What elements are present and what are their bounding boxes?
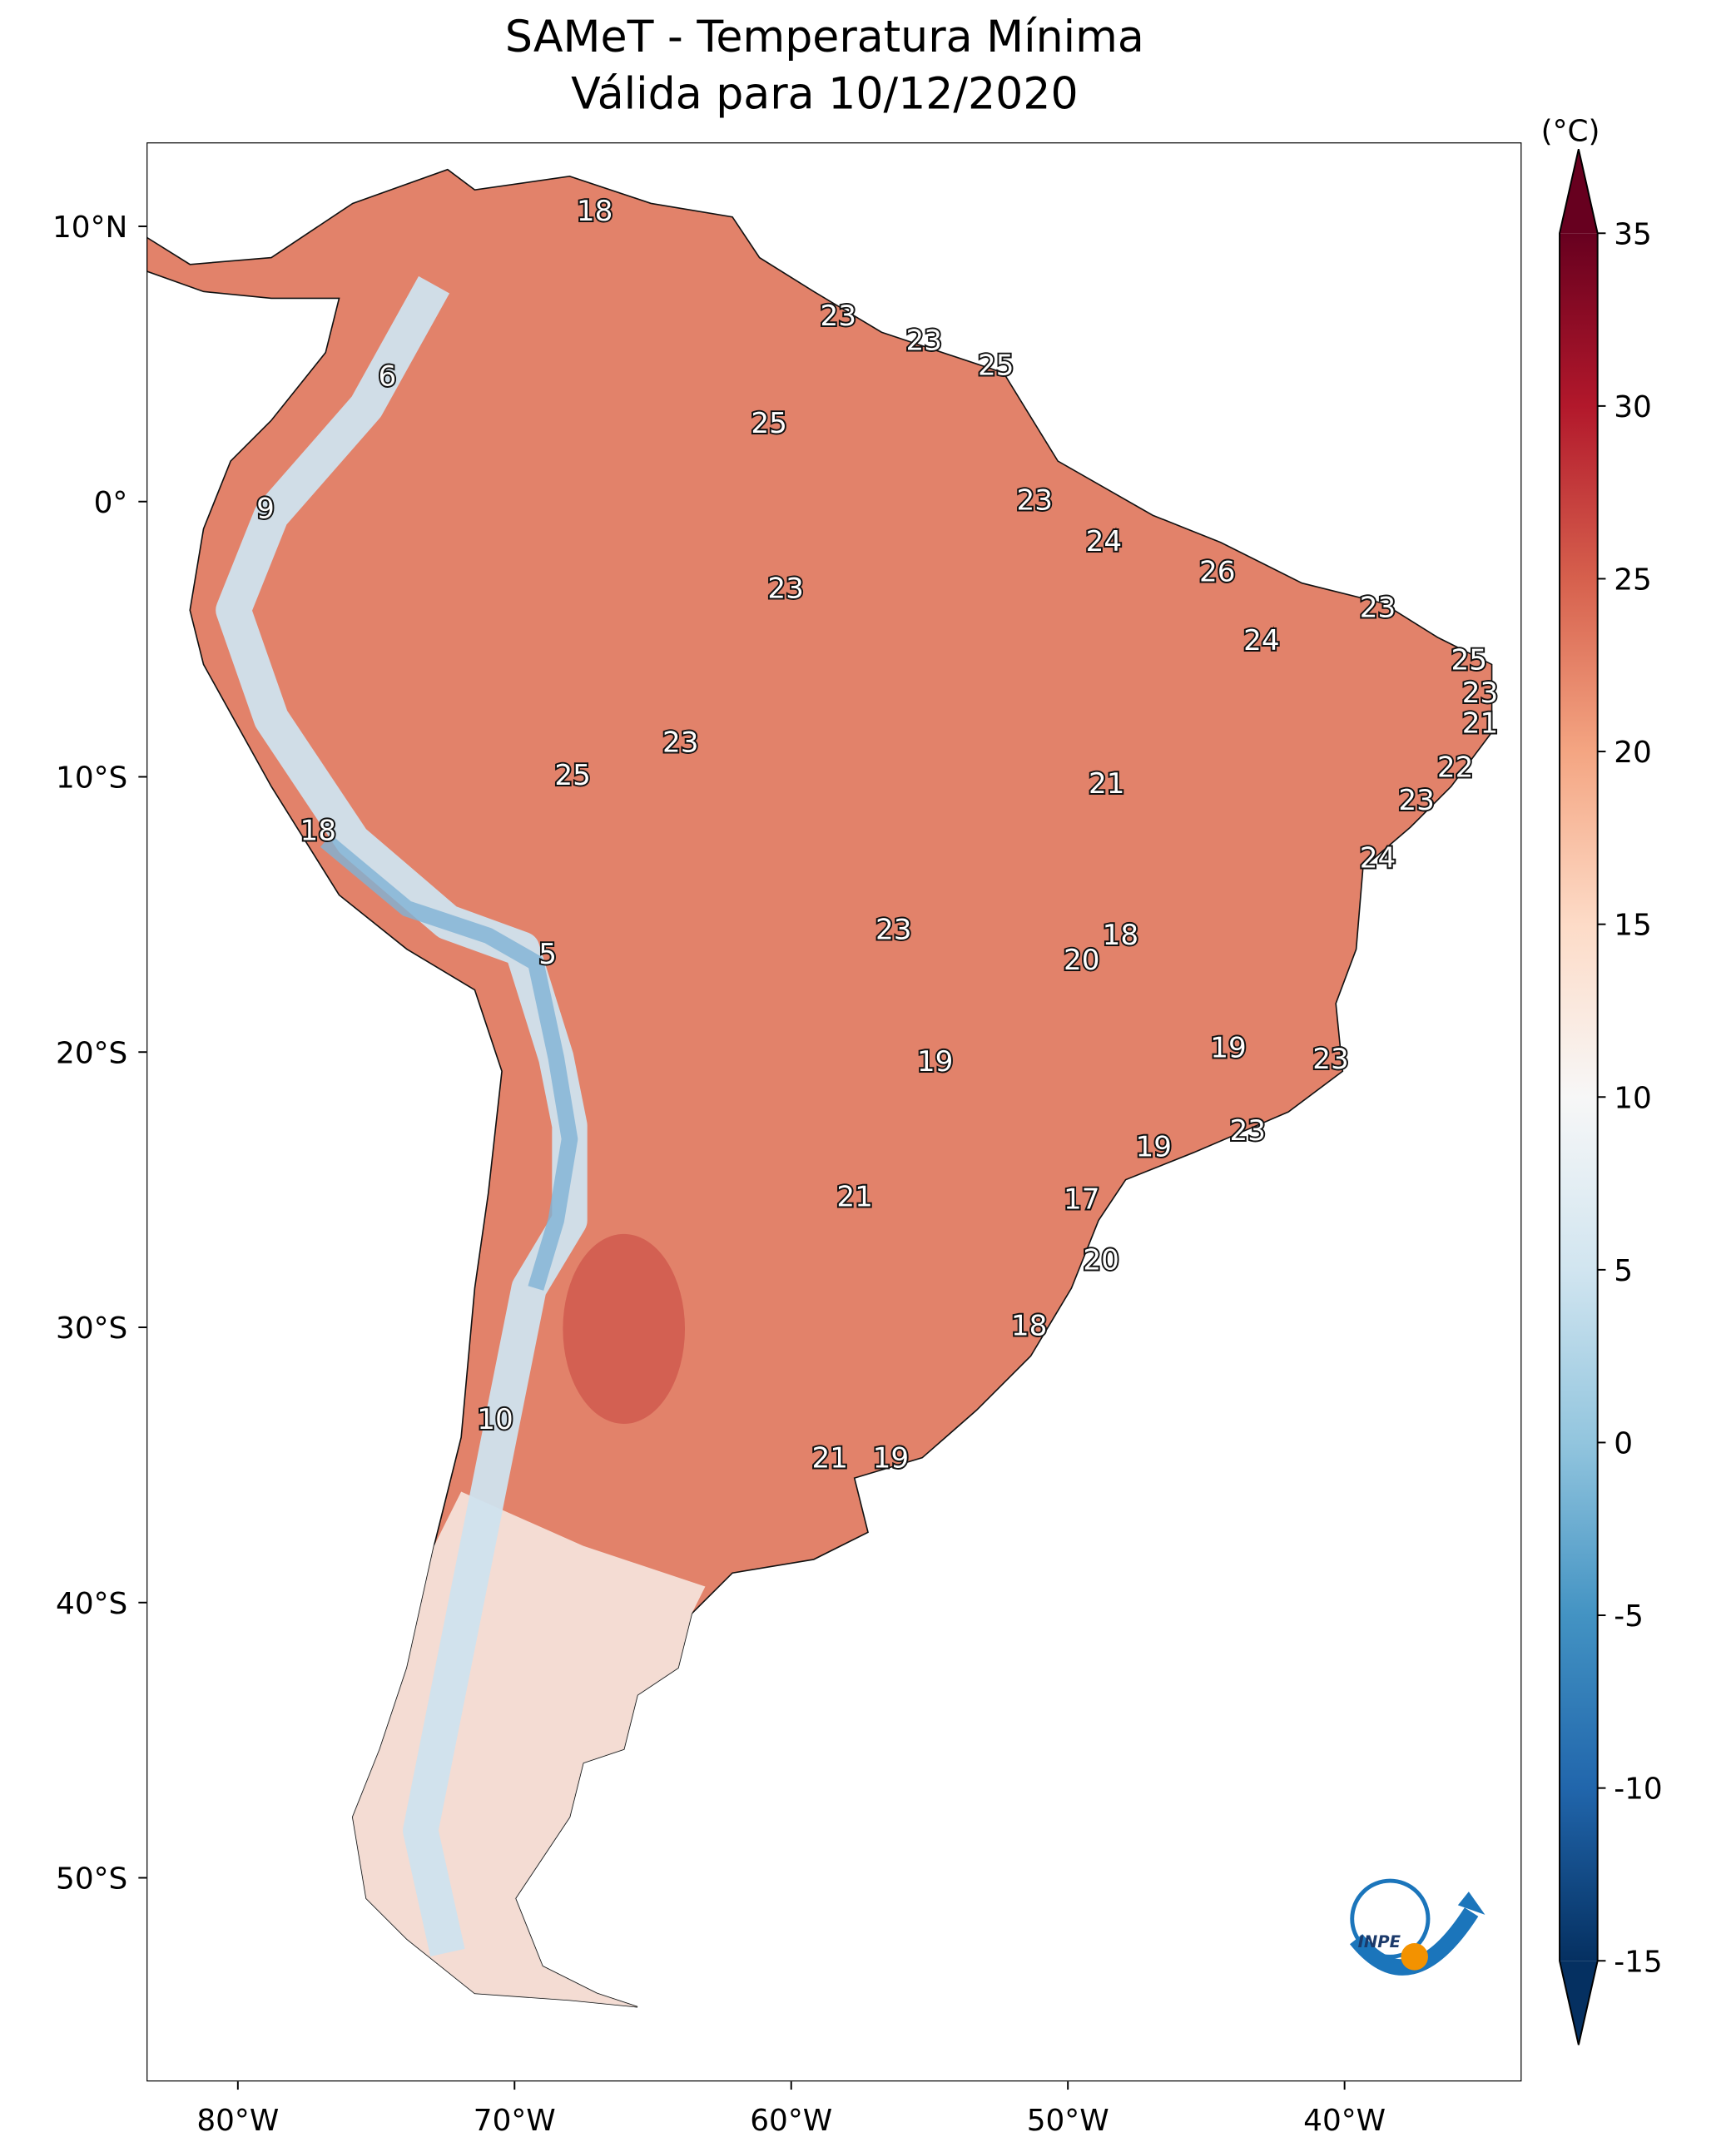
station-value: 6 (378, 360, 396, 394)
colorbar-tick-label: -15 (1614, 1945, 1663, 1979)
patagonia (352, 1491, 706, 2007)
station-value: 20 (1064, 944, 1100, 977)
station-value: 19 (1210, 1032, 1247, 1065)
colorbar-tick-label: 30 (1614, 390, 1652, 424)
station-value: 23 (1360, 591, 1396, 624)
colorbar-extend-bottom (1560, 1961, 1598, 2045)
station-value: 23 (875, 913, 912, 946)
station-value: 23 (1312, 1043, 1349, 1076)
y-tick-label: 30°S (56, 1312, 127, 1346)
station-value: 24 (1086, 525, 1123, 558)
warm-spot (563, 1233, 686, 1424)
station-value: 18 (1011, 1310, 1048, 1343)
y-tick-label: 10°N (52, 211, 127, 245)
x-tick-label: 60°W (750, 2104, 832, 2138)
station-value: 18 (1103, 919, 1139, 952)
x-tick-label: 50°W (1027, 2104, 1109, 2138)
land (146, 142, 1522, 2082)
station-value: 23 (662, 726, 699, 760)
station-value: 25 (554, 759, 591, 792)
station-value: 23 (906, 325, 943, 358)
station-value: 23 (1462, 677, 1499, 710)
y-tick-label: 10°S (56, 761, 127, 796)
x-tick-label: 40°W (1303, 2104, 1386, 2138)
station-value: 21 (836, 1180, 873, 1213)
andes-high (320, 834, 578, 1291)
station-value: 19 (917, 1045, 954, 1078)
colorbar-extend-top (1560, 149, 1598, 234)
station-value: 19 (873, 1441, 910, 1475)
station-value: 23 (1017, 483, 1054, 517)
y-tick-label: 40°S (56, 1587, 127, 1621)
station-value: 25 (751, 407, 787, 440)
subtitle: Válida para 10/12/2020 (571, 69, 1079, 119)
station-value: 20 (1083, 1243, 1119, 1277)
logo-text: INPE (1358, 1932, 1401, 1951)
colorbar-tick-label: 20 (1614, 736, 1652, 770)
station-value: 26 (1199, 555, 1236, 588)
station-value: 24 (1243, 624, 1280, 657)
colorbar-label: (°C) (1541, 114, 1600, 148)
station-value: 25 (978, 349, 1014, 382)
station-value: 9 (256, 492, 275, 525)
station-value: 21 (1089, 767, 1125, 801)
y-tick-label: 20°S (56, 1036, 127, 1070)
station-value: 22 (1437, 751, 1474, 784)
inpe-logo: INPE (1349, 1878, 1486, 1976)
station-value: 5 (538, 938, 557, 971)
station-value: 21 (1462, 707, 1499, 740)
station-value: 23 (1230, 1114, 1267, 1148)
colorbar-tick-label: 35 (1614, 217, 1652, 251)
station-value: 10 (477, 1403, 513, 1436)
colorbar-tick-label: 0 (1614, 1426, 1633, 1460)
station-value: 25 (1451, 643, 1487, 677)
colorbar (1560, 233, 1598, 1961)
station-value: 23 (1398, 784, 1435, 817)
station-value: 24 (1360, 841, 1396, 875)
y-tick-label: 0° (94, 486, 128, 520)
x-tick-label: 80°W (196, 2104, 279, 2138)
station-value: 23 (767, 572, 804, 605)
colorbar-tick-label: 5 (1614, 1254, 1633, 1288)
x-tick-label: 70°W (474, 2104, 556, 2138)
station-value: 19 (1135, 1131, 1172, 1164)
station-value: 18 (577, 195, 613, 228)
station-value: 23 (820, 300, 856, 333)
station-value: 21 (812, 1441, 849, 1475)
station-value: 17 (1064, 1183, 1100, 1217)
colorbar-tick-label: -10 (1614, 1773, 1663, 1807)
colorbar-tick-label: 10 (1614, 1081, 1652, 1115)
y-tick-label: 50°S (56, 1862, 127, 1897)
colorbar-tick-label: 25 (1614, 563, 1652, 598)
station-value: 18 (300, 814, 336, 847)
colorbar-tick-label: -5 (1614, 1599, 1644, 1634)
title: SAMeT - Temperatura Mínima (505, 12, 1144, 62)
colorbar-tick-label: 15 (1614, 909, 1652, 943)
